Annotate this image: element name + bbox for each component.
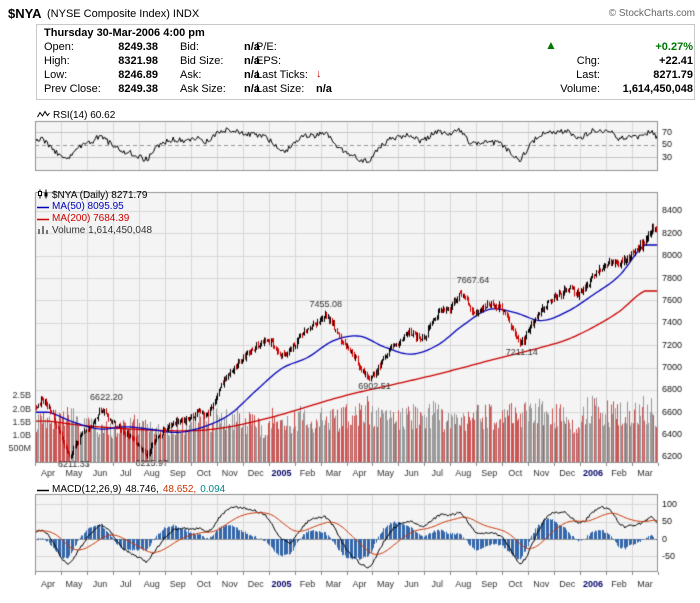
up-triangle-icon: ▲ — [545, 38, 557, 52]
ask-size-value: n/a — [244, 83, 260, 95]
macd-hist-value: 0.094 — [200, 484, 226, 495]
ask-value: n/a — [244, 69, 260, 81]
candlestick-icon — [37, 189, 49, 202]
bid-label: Bid: — [180, 41, 199, 53]
symbol-description: (NYSE Composite Index) INDX — [47, 8, 200, 20]
macd-value: 48.746, — [125, 484, 159, 495]
price-panel-canvas — [0, 186, 700, 482]
last-label: Last: — [576, 69, 600, 81]
bid-size-value: n/a — [244, 55, 260, 67]
last-size-value: n/a — [316, 83, 332, 95]
pct-change-value: +0.27% — [655, 41, 693, 53]
copyright: © StockCharts.com — [608, 8, 695, 19]
rsi-panel-canvas — [0, 118, 700, 176]
volume-legend-label: Volume 1,614,450,048 — [52, 225, 153, 236]
pe-label: P/E: — [256, 41, 277, 53]
macd-signal-value: 48.652, — [162, 484, 197, 495]
prev-close-label: Prev Close: — [44, 83, 101, 95]
quote-box — [36, 24, 695, 100]
macd-line-icon — [37, 485, 49, 496]
chg-value: +22.41 — [659, 55, 693, 67]
ma50-legend: MA(50) 8095.95 — [37, 201, 124, 213]
price-legend: $NYA (Daily) 8271.79 — [37, 189, 147, 202]
volume-bars-icon — [37, 225, 49, 237]
open-label: Open: — [44, 41, 74, 53]
volume-label: Volume: — [560, 83, 600, 95]
quote-datetime: Thursday 30-Mar-2006 4:00 pm — [44, 27, 205, 39]
rsi-legend-label: RSI(14) 60.62 — [53, 110, 116, 121]
price-legend-label: $NYA (Daily) 8271.79 — [52, 190, 148, 201]
bid-value: n/a — [244, 41, 260, 53]
ma200-legend-label: MA(200) 7684.39 — [52, 213, 130, 224]
last-size-label: Last Size: — [256, 83, 305, 95]
ask-size-label: Ask Size: — [180, 83, 226, 95]
ma200-line-icon — [37, 214, 49, 225]
macd-legend-label: MACD(12,26,9) — [52, 484, 122, 495]
rsi-icon — [37, 110, 50, 122]
chg-label: Chg: — [576, 55, 600, 67]
volume-legend: Volume 1,614,450,048 — [37, 225, 152, 237]
high-label: High: — [44, 55, 70, 67]
low-label: Low: — [44, 69, 68, 81]
rsi-legend: RSI(14) 60.62 — [37, 110, 115, 122]
ma200-legend: MA(200) 7684.39 — [37, 213, 129, 225]
ask-label: Ask: — [180, 69, 202, 81]
macd-panel-canvas — [0, 490, 700, 602]
low-value: 8246.89 — [118, 69, 158, 81]
high-value: 8321.98 — [118, 55, 158, 67]
down-arrow-icon: ↓ — [316, 68, 322, 80]
ma50-line-icon — [37, 202, 49, 213]
bid-size-label: Bid Size: — [180, 55, 224, 67]
prev-close-value: 8249.38 — [118, 83, 158, 95]
open-value: 8249.38 — [118, 41, 158, 53]
last-ticks-label: Last Ticks: — [256, 69, 308, 81]
symbol: $NYA — [8, 6, 42, 21]
volume-value: 1,614,450,048 — [622, 83, 693, 95]
ma50-legend-label: MA(50) 8095.95 — [52, 201, 124, 212]
eps-label: EPS: — [256, 55, 282, 67]
macd-legend: MACD(12,26,9) 48.746, 48.652, 0.094 — [37, 484, 225, 496]
last-value: 8271.79 — [653, 69, 693, 81]
